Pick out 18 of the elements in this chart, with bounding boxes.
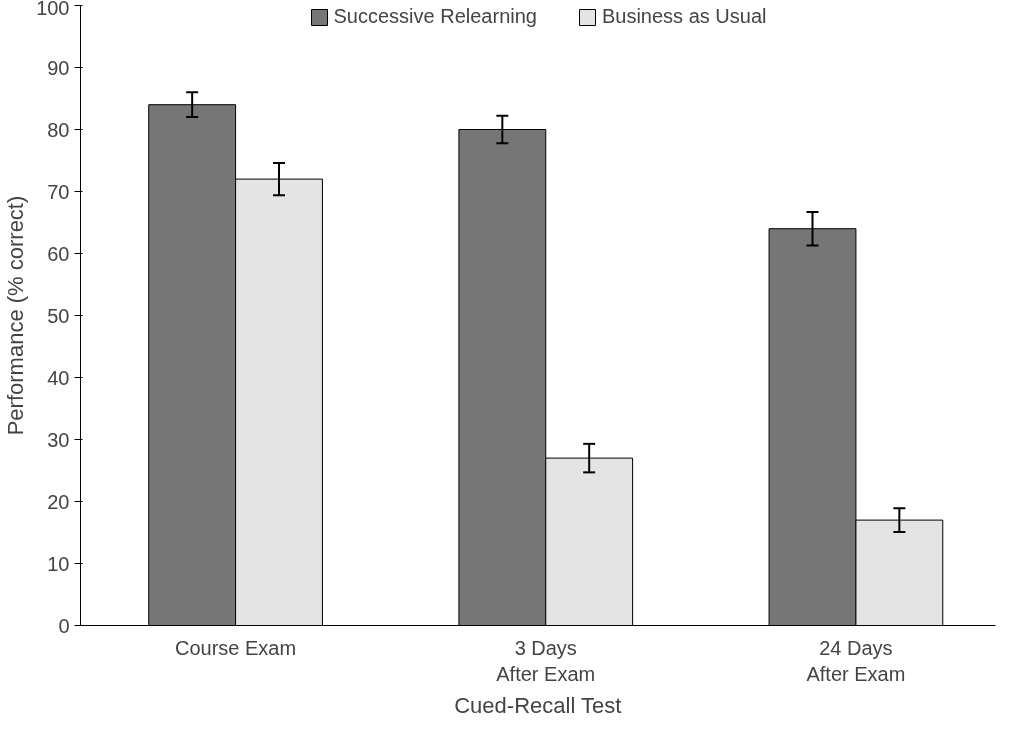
- y-tick-label: 70: [47, 180, 70, 203]
- y-tick-label: 0: [58, 614, 70, 637]
- y-tick-label: 80: [47, 118, 70, 141]
- x-tick-label: Course Exam: [175, 636, 297, 659]
- y-tick-label: 50: [47, 304, 70, 327]
- y-tick-label: 10: [47, 552, 70, 575]
- y-tick-label: 60: [47, 242, 70, 265]
- y-tick-label: 90: [47, 56, 70, 79]
- y-tick-label: 20: [47, 490, 70, 513]
- y-tick-label: 100: [36, 0, 70, 19]
- legend-label: Business as Usual: [601, 5, 767, 28]
- x-axis-title: Cued-Recall Test: [454, 692, 622, 718]
- legend-label: Successive Relearning: [333, 5, 537, 28]
- y-axis-title: Performance (% correct): [3, 195, 29, 436]
- y-tick-label: 40: [47, 366, 70, 389]
- x-tick-label: 3 Days After Exam: [496, 636, 596, 685]
- x-tick-label: 24 Days After Exam: [806, 636, 906, 685]
- y-tick-label: 30: [47, 428, 70, 451]
